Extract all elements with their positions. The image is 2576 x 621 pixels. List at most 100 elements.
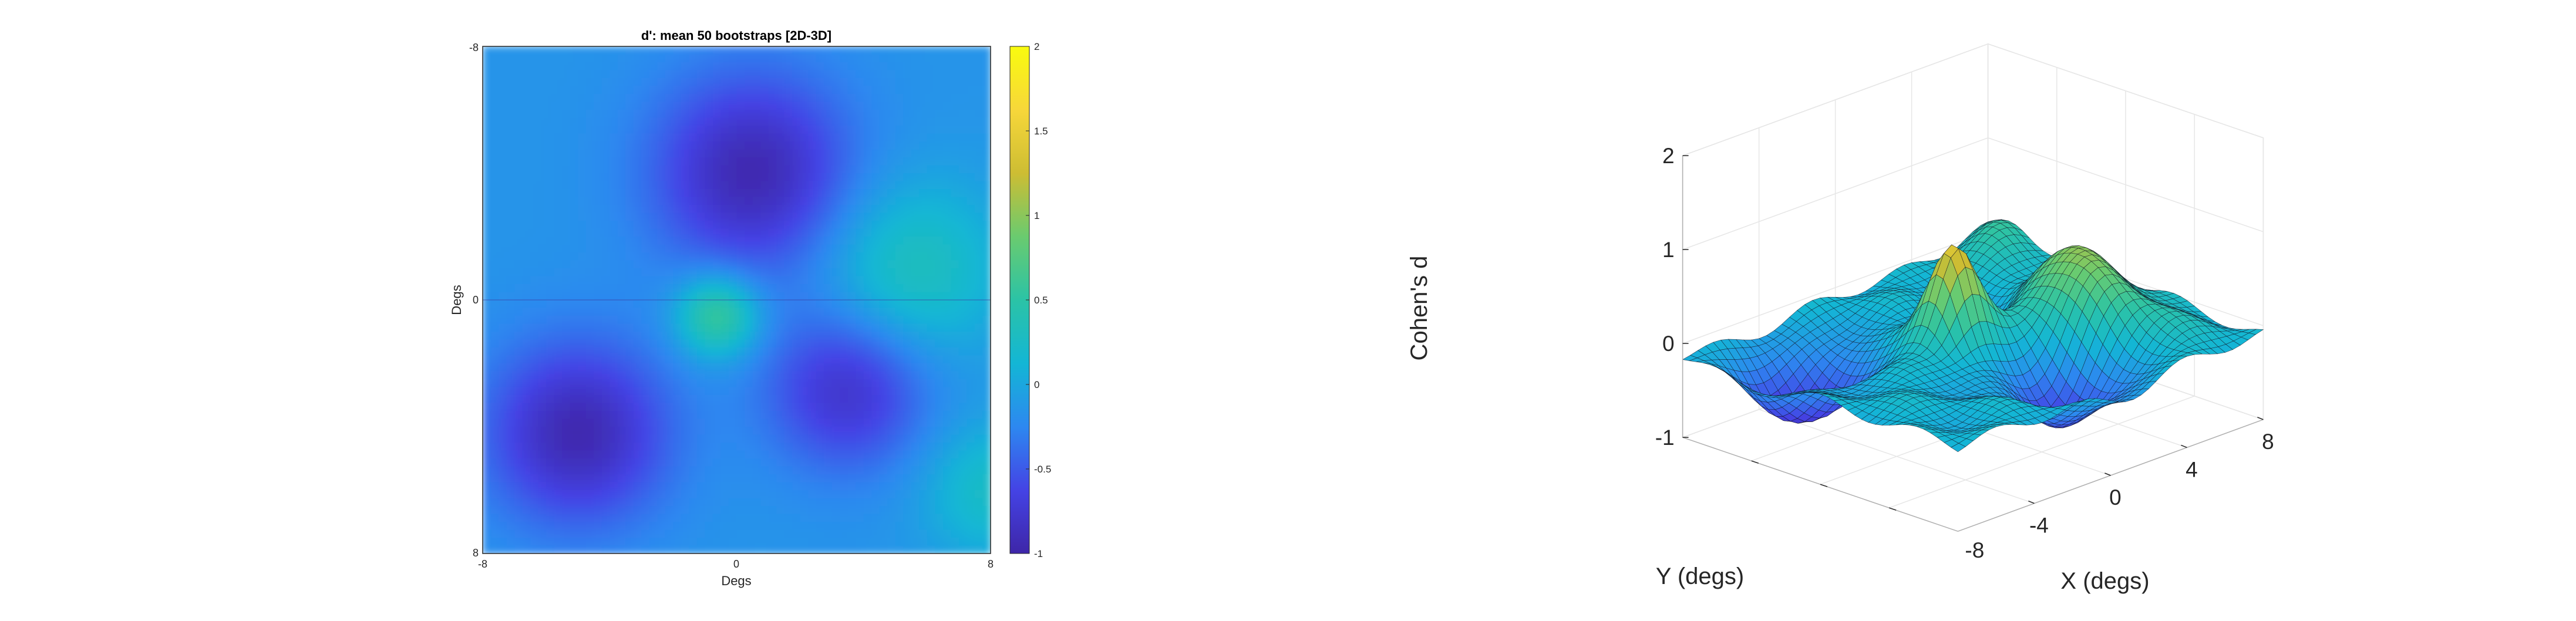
heatmap-cell xyxy=(728,205,738,214)
heatmap-cell xyxy=(554,474,563,483)
heatmap-cell xyxy=(752,221,761,230)
heatmap-cell xyxy=(705,458,713,467)
heatmap-cell xyxy=(625,117,634,126)
heatmap-cell xyxy=(490,205,499,214)
heatmap-cell xyxy=(720,133,729,142)
heatmap-cell xyxy=(776,126,785,134)
heatmap-cell xyxy=(617,94,627,103)
heatmap-cell xyxy=(911,205,920,214)
heatmap-cell xyxy=(942,466,952,475)
heatmap-cell xyxy=(657,54,666,63)
heatmap-cell xyxy=(673,323,682,332)
heatmap-cell xyxy=(776,395,785,404)
heatmap-cell xyxy=(863,498,873,507)
heatmap-cell xyxy=(903,316,912,325)
heatmap-cell xyxy=(871,165,880,174)
heatmap-cell xyxy=(840,228,848,237)
heatmap-cell xyxy=(760,268,769,277)
heatmap-cell xyxy=(483,506,491,515)
heatmap-cell xyxy=(649,189,658,198)
heatmap-cell xyxy=(808,102,817,110)
heatmap-cell xyxy=(490,387,499,396)
heatmap-cell xyxy=(736,363,745,372)
heatmap-cell xyxy=(824,363,833,372)
heatmap-cell xyxy=(633,300,642,309)
heatmap-cell xyxy=(974,284,984,293)
heatmap-cell xyxy=(752,173,761,182)
heatmap-cell xyxy=(514,529,523,538)
heatmap-cell xyxy=(831,316,841,325)
heatmap-cell xyxy=(927,133,936,142)
heatmap-cell xyxy=(506,514,515,522)
heatmap-cell xyxy=(760,228,769,237)
heatmap-y-tick-top: -8 xyxy=(469,42,479,53)
heatmap-cell xyxy=(483,545,491,554)
heatmap-cell xyxy=(720,260,729,269)
heatmap-cell xyxy=(863,387,873,396)
heatmap-cell xyxy=(578,419,587,427)
heatmap-cell xyxy=(610,316,618,325)
heatmap-cell xyxy=(585,434,595,443)
heatmap-cell xyxy=(824,212,833,221)
heatmap-cell xyxy=(530,545,539,554)
heatmap-cell xyxy=(594,126,602,134)
heatmap-cell xyxy=(847,529,857,538)
heatmap-cell xyxy=(903,434,912,443)
heatmap-cell xyxy=(760,102,769,110)
heatmap-cell xyxy=(745,474,753,483)
heatmap-cell xyxy=(633,54,642,63)
heatmap-cell xyxy=(570,78,578,87)
heatmap-cell xyxy=(649,126,658,134)
heatmap-x-tick-mid: 0 xyxy=(733,558,739,570)
heatmap-cell xyxy=(911,545,920,554)
heatmap-cell xyxy=(784,474,793,483)
heatmap-cell xyxy=(911,379,920,388)
heatmap-cell xyxy=(752,347,761,356)
heatmap-cell xyxy=(863,323,873,332)
heatmap-cell xyxy=(784,363,793,372)
heatmap-cell xyxy=(800,62,809,71)
heatmap-cell xyxy=(728,237,738,245)
heatmap-cell xyxy=(506,474,515,483)
heatmap-cell xyxy=(514,54,523,63)
heatmap-cell xyxy=(887,490,896,499)
heatmap-cell xyxy=(942,205,952,214)
heatmap-cell xyxy=(745,379,753,388)
heatmap-cell xyxy=(879,355,888,364)
heatmap-cell xyxy=(665,54,674,63)
heatmap-cell xyxy=(681,110,690,119)
heatmap-cell xyxy=(625,427,634,436)
heatmap-cell xyxy=(784,237,793,245)
heatmap-cell xyxy=(768,498,777,507)
heatmap-cell xyxy=(927,474,936,483)
heatmap-cell xyxy=(649,300,658,309)
heatmap-cell xyxy=(879,419,888,427)
heatmap-cell xyxy=(506,466,515,475)
heatmap-cell xyxy=(919,514,928,522)
heatmap-cell xyxy=(570,347,578,356)
heatmap-cell xyxy=(681,347,690,356)
heatmap-cell xyxy=(578,316,587,325)
heatmap-cell xyxy=(483,316,491,325)
heatmap-cell xyxy=(538,474,547,483)
heatmap-cell xyxy=(483,308,491,316)
heatmap-cell xyxy=(514,165,523,174)
heatmap-cell xyxy=(776,205,785,214)
heatmap-cell xyxy=(942,62,952,71)
heatmap-cell xyxy=(562,102,571,110)
heatmap-cell xyxy=(776,133,785,142)
heatmap-cell xyxy=(951,538,959,546)
heatmap-cell xyxy=(490,300,499,309)
heatmap-cell xyxy=(745,347,753,356)
heatmap-cell xyxy=(490,228,499,237)
heatmap-cell xyxy=(712,133,722,142)
heatmap-cell xyxy=(546,355,555,364)
heatmap-cell xyxy=(625,403,634,411)
heatmap-cell xyxy=(951,434,959,443)
heatmap-cell xyxy=(696,427,706,436)
heatmap-cell xyxy=(951,110,959,119)
heatmap-cell xyxy=(625,522,634,531)
heatmap-cell xyxy=(840,339,848,348)
heatmap-cell xyxy=(887,300,896,309)
heatmap-cell xyxy=(951,284,959,293)
